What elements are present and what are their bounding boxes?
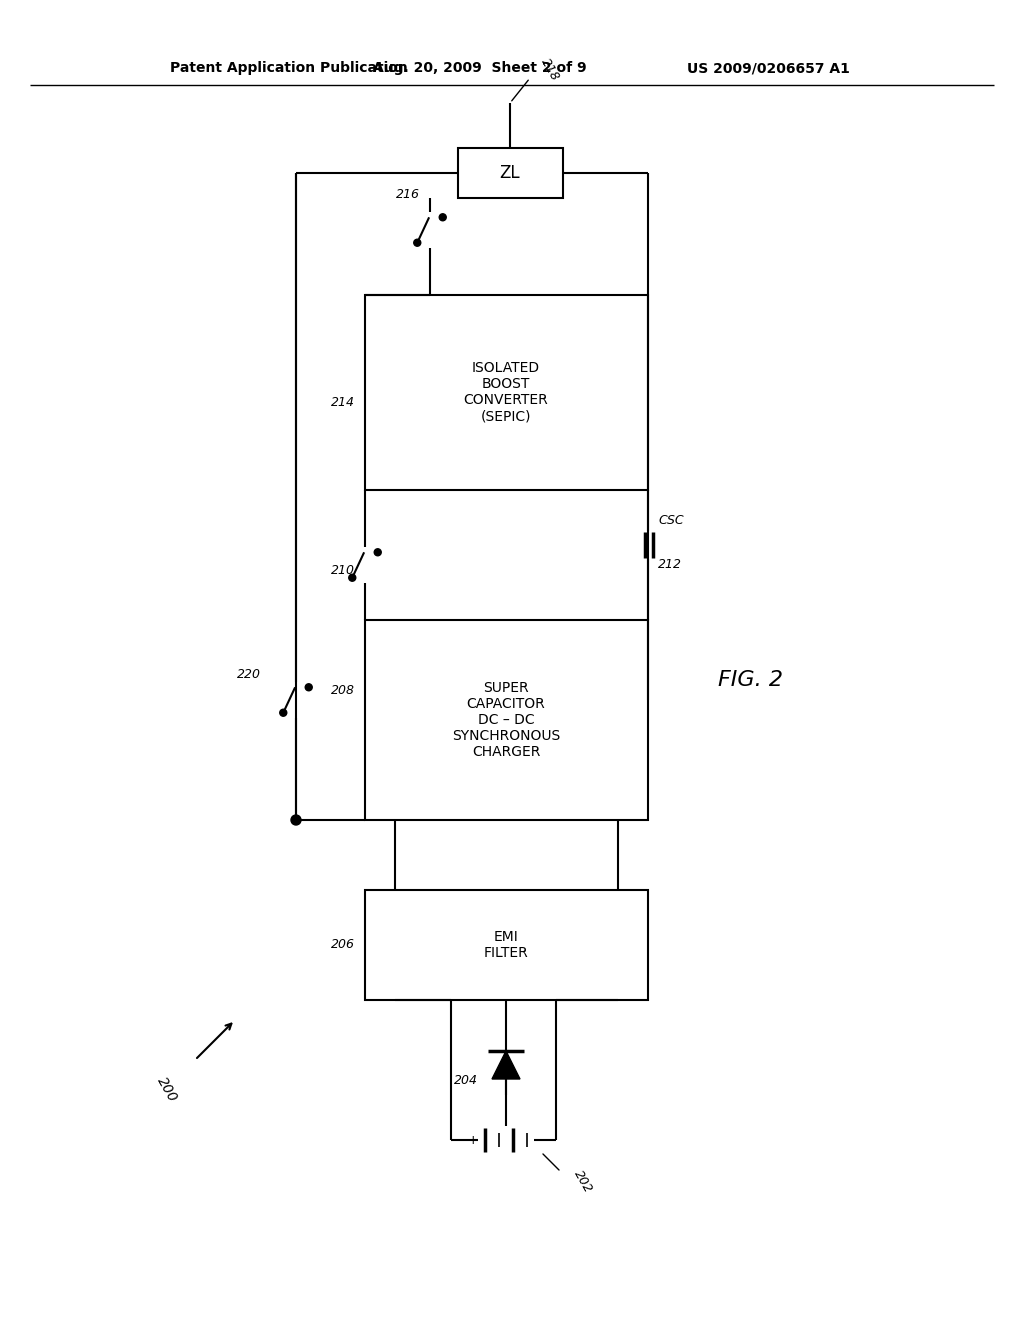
Text: 220: 220 [237, 668, 261, 681]
Text: SUPER
CAPACITOR
DC – DC
SYNCHRONOUS
CHARGER: SUPER CAPACITOR DC – DC SYNCHRONOUS CHAR… [452, 681, 560, 759]
Polygon shape [492, 1051, 520, 1078]
Circle shape [280, 709, 287, 717]
Circle shape [291, 814, 301, 825]
Text: FIG. 2: FIG. 2 [718, 671, 782, 690]
Bar [365, 294, 648, 490]
Circle shape [305, 684, 312, 690]
Text: CSC: CSC [658, 513, 684, 527]
Text: 216: 216 [396, 189, 420, 202]
Text: 218: 218 [538, 57, 561, 83]
Text: +: + [468, 1134, 478, 1147]
Bar [365, 890, 648, 1001]
Bar [365, 620, 648, 820]
Text: -: - [537, 1135, 541, 1144]
Text: US 2009/0206657 A1: US 2009/0206657 A1 [687, 61, 850, 75]
Text: 208: 208 [331, 684, 355, 697]
Text: 202: 202 [571, 1168, 594, 1196]
Bar [458, 148, 563, 198]
Text: ISOLATED
BOOST
CONVERTER
(SEPIC): ISOLATED BOOST CONVERTER (SEPIC) [464, 360, 549, 424]
Circle shape [439, 214, 446, 220]
Text: 210: 210 [331, 564, 355, 577]
Text: EMI
FILTER: EMI FILTER [483, 929, 528, 960]
Text: 212: 212 [658, 558, 682, 572]
Text: 204: 204 [454, 1073, 478, 1086]
Text: 200: 200 [155, 1074, 180, 1105]
Text: 214: 214 [331, 396, 355, 409]
Text: Aug. 20, 2009  Sheet 2 of 9: Aug. 20, 2009 Sheet 2 of 9 [373, 61, 587, 75]
Circle shape [349, 574, 355, 581]
Text: Patent Application Publication: Patent Application Publication [170, 61, 408, 75]
Text: 206: 206 [331, 939, 355, 952]
Text: ZL: ZL [500, 164, 520, 182]
Circle shape [374, 549, 381, 556]
Circle shape [414, 239, 421, 247]
